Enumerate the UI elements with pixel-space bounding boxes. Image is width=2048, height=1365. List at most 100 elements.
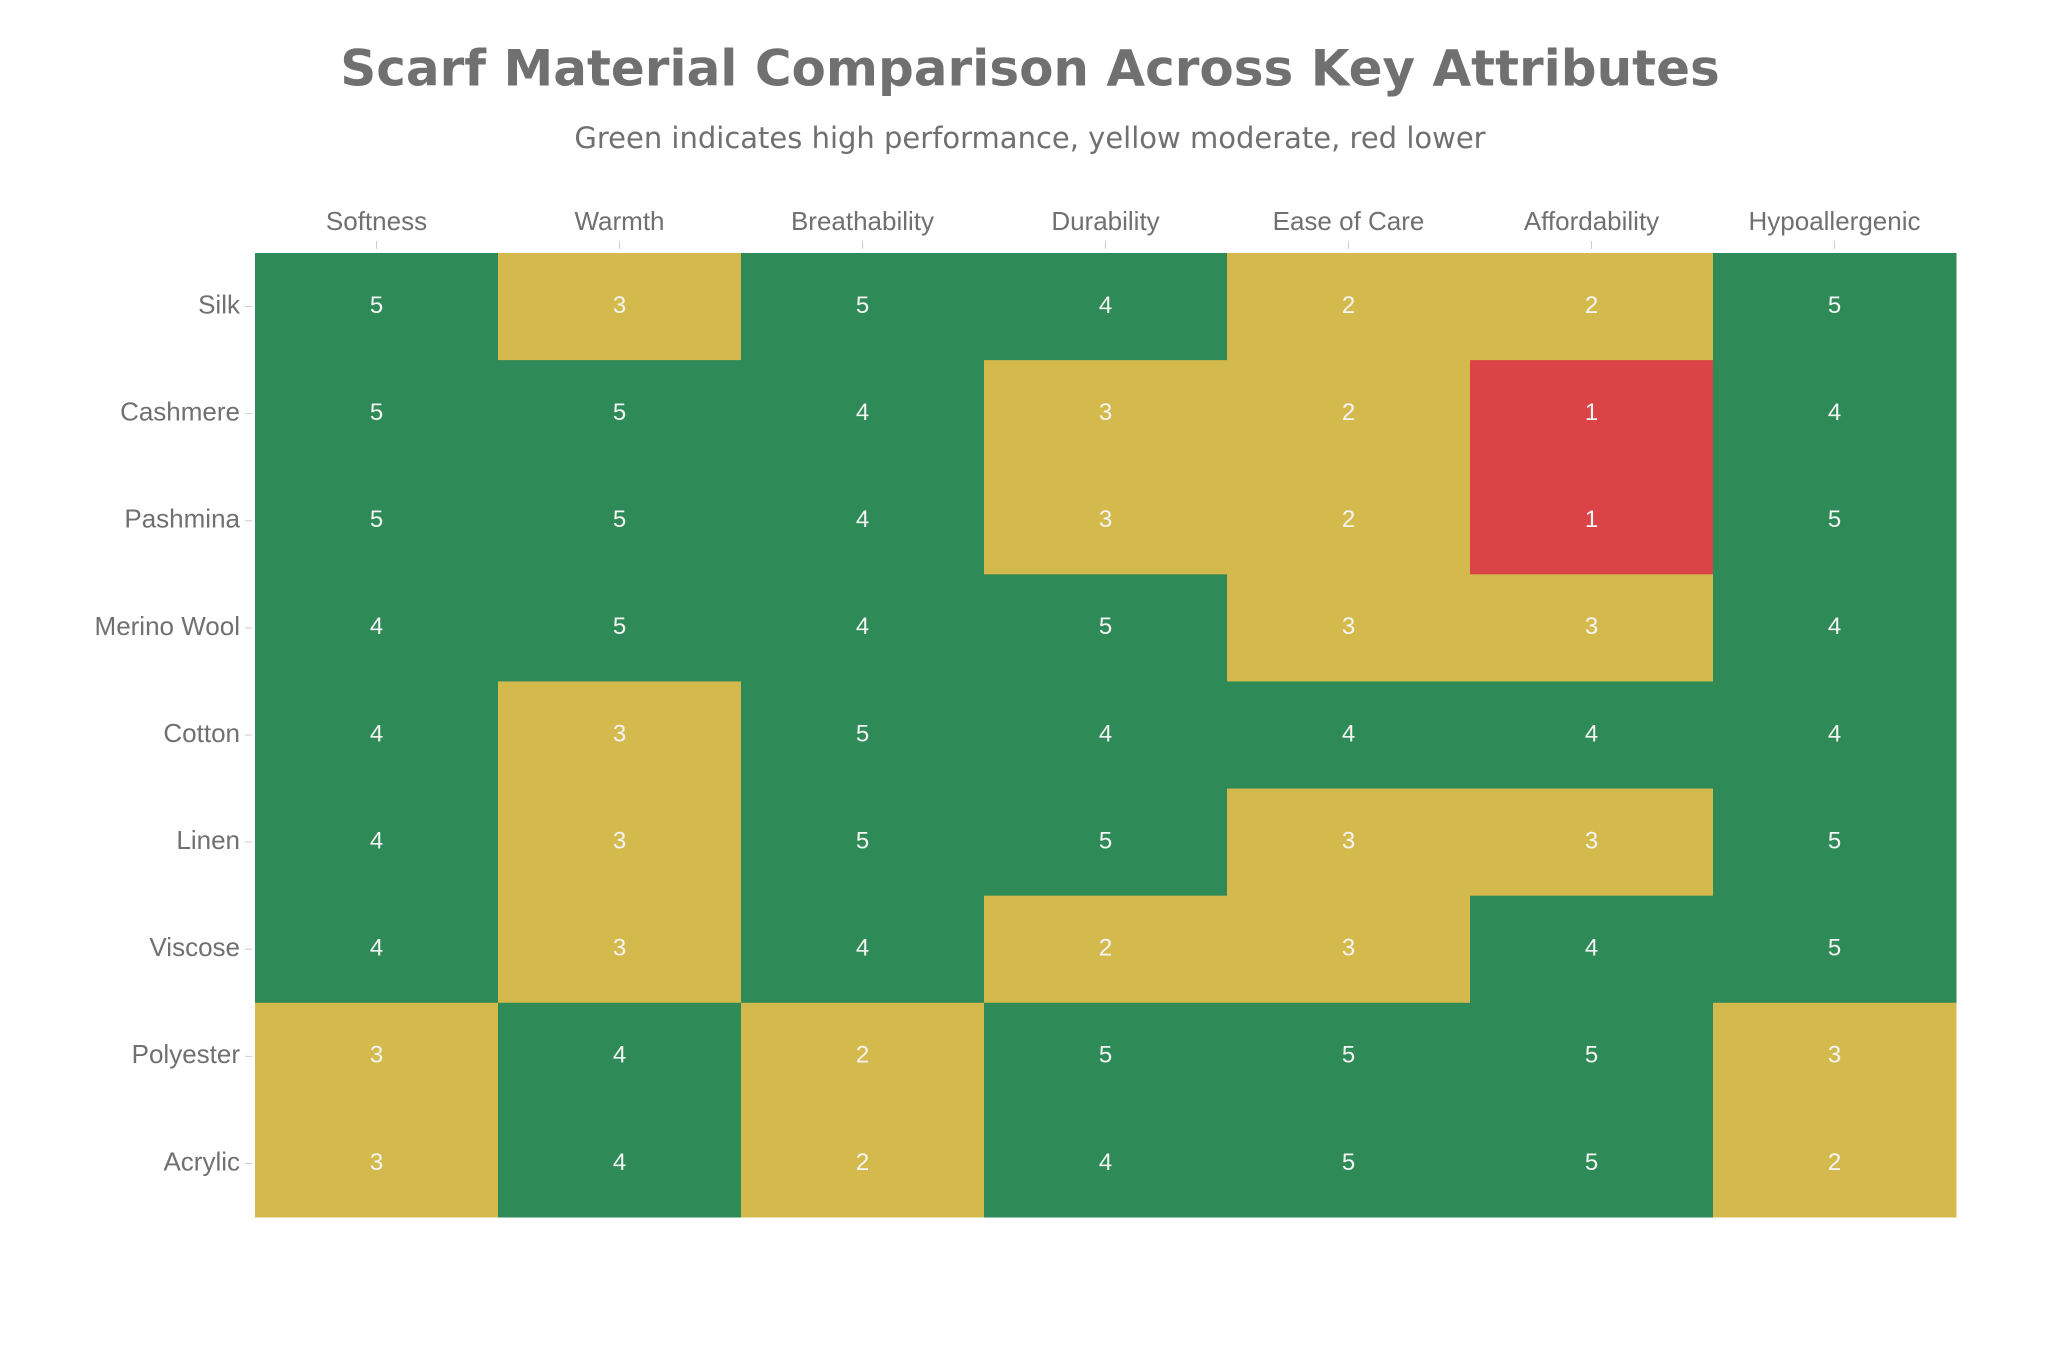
heatmap-cell	[498, 360, 742, 468]
cell-label: 3	[370, 1149, 383, 1176]
heatmap-cell	[1227, 1109, 1471, 1218]
heatmap-cell	[1470, 467, 1714, 575]
cell-label: 5	[1099, 1042, 1112, 1069]
cell-label: 3	[613, 827, 626, 854]
heatmap-cell	[1713, 681, 1957, 790]
heatmap-cell	[741, 253, 985, 361]
cell-label: 4	[1099, 1149, 1112, 1176]
cell-label: 3	[1828, 1042, 1841, 1069]
column-label: Hypoallergenic	[1749, 206, 1921, 236]
heatmap-cell	[1470, 253, 1714, 361]
heatmap-cell	[1713, 574, 1957, 682]
cell-label: 5	[1099, 827, 1112, 854]
column-label: Affordability	[1524, 206, 1659, 236]
heatmap-cell	[498, 788, 742, 897]
column-label: Ease of Care	[1273, 206, 1425, 236]
heatmap-cell	[255, 1002, 499, 1111]
cell-label: 5	[856, 720, 869, 747]
cell-label: 5	[856, 292, 869, 319]
cell-label: 3	[613, 935, 626, 962]
heatmap-cell	[1713, 467, 1957, 575]
heatmap-cell	[1470, 1109, 1714, 1218]
cell-label: 3	[613, 292, 626, 319]
cell-label: 2	[856, 1149, 869, 1176]
heatmap-cell	[741, 1002, 985, 1111]
heatmap-cell	[255, 360, 499, 468]
row-label: Cashmere	[120, 397, 240, 427]
cell-label: 5	[1828, 292, 1841, 319]
heatmap-cell	[1713, 253, 1957, 361]
heatmap-cell	[498, 681, 742, 790]
heatmap-cell	[498, 574, 742, 682]
heatmap-cell	[1227, 895, 1471, 1004]
cell-label: 5	[613, 613, 626, 640]
heatmap-cell	[984, 1002, 1228, 1111]
row-label: Merino Wool	[95, 611, 240, 641]
cell-label: 2	[1342, 506, 1355, 533]
row-label: Cotton	[163, 718, 240, 748]
cell-label: 5	[1342, 1149, 1355, 1176]
cell-label: 4	[1828, 399, 1841, 426]
cell-label: 5	[1342, 1042, 1355, 1069]
cell-label: 2	[1585, 292, 1598, 319]
cell-label: 3	[1099, 506, 1112, 533]
heatmap-cell	[1470, 1002, 1714, 1111]
heatmap-cell	[255, 574, 499, 682]
cell-label: 1	[1585, 399, 1598, 426]
heatmap-cell	[984, 788, 1228, 897]
chart-subtitle: Green indicates high performance, yellow…	[574, 121, 1485, 155]
cell-label: 4	[370, 613, 383, 640]
heatmap-cell	[255, 788, 499, 897]
heatmap-cell	[984, 360, 1228, 468]
cell-label: 3	[370, 1042, 383, 1069]
cell-label: 4	[613, 1149, 626, 1176]
cell-label: 5	[1585, 1149, 1598, 1176]
cell-label: 5	[1828, 506, 1841, 533]
cell-label: 2	[1828, 1149, 1841, 1176]
cell-label: 1	[1585, 506, 1598, 533]
cell-label: 3	[1099, 399, 1112, 426]
cell-label: 4	[1342, 720, 1355, 747]
heatmap-cell	[741, 788, 985, 897]
cell-label: 4	[856, 613, 869, 640]
row-label: Linen	[176, 825, 240, 855]
cell-label: 5	[613, 399, 626, 426]
heatmap-cell	[1713, 895, 1957, 1004]
cell-label: 5	[1828, 935, 1841, 962]
cell-label: 3	[1342, 827, 1355, 854]
heatmap-cell	[741, 467, 985, 575]
cell-label: 5	[370, 506, 383, 533]
heatmap-cell	[1713, 1109, 1957, 1218]
heatmap-cell	[498, 895, 742, 1004]
cell-label: 4	[370, 935, 383, 962]
cell-label: 4	[1828, 613, 1841, 640]
cell-label: 2	[1099, 935, 1112, 962]
heatmap-cell	[741, 574, 985, 682]
heatmap-cell	[1713, 788, 1957, 897]
cell-label: 4	[613, 1042, 626, 1069]
heatmap-cell	[1470, 360, 1714, 468]
heatmap-cell	[984, 467, 1228, 575]
heatmap-cell	[255, 681, 499, 790]
heatmap-cell	[984, 1109, 1228, 1218]
heatmap-cell	[1227, 360, 1471, 468]
row-label: Acrylic	[163, 1146, 240, 1176]
cell-label: 2	[856, 1042, 869, 1069]
cell-label: 4	[1099, 292, 1112, 319]
heatmap-cell	[1713, 360, 1957, 468]
chart-title: Scarf Material Comparison Across Key Att…	[340, 40, 1720, 98]
heatmap-cell	[498, 1109, 742, 1218]
heatmap-cell	[1470, 788, 1714, 897]
column-label: Softness	[326, 206, 427, 236]
cell-label: 5	[370, 399, 383, 426]
row-label: Viscose	[149, 932, 240, 962]
heatmap-cell	[984, 253, 1228, 361]
heatmap-cell	[255, 1109, 499, 1218]
heatmap-cell	[255, 895, 499, 1004]
heatmap-cell	[984, 681, 1228, 790]
heatmap-cell	[741, 681, 985, 790]
heatmap-cell	[255, 253, 499, 361]
row-label: Pashmina	[124, 504, 240, 534]
cell-label: 2	[1342, 292, 1355, 319]
heatmap-cell	[741, 895, 985, 1004]
